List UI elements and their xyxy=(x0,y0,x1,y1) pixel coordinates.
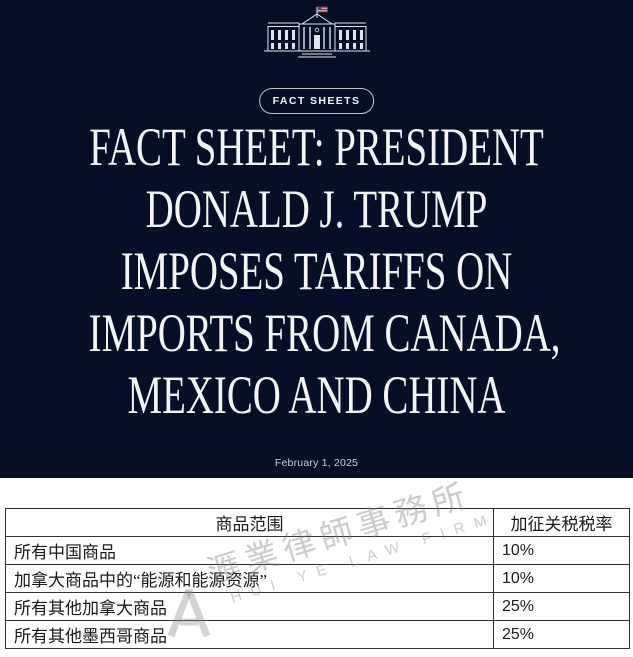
cell-rate: 25% xyxy=(493,592,630,621)
cell-scope: 所有其他墨西哥商品 xyxy=(5,620,494,649)
cell-rate: 10% xyxy=(493,564,630,593)
cell-scope: 加拿大商品中的“能源和能源资源” xyxy=(5,564,494,593)
table-row: 加拿大商品中的“能源和能源资源” 10% xyxy=(5,564,630,593)
us-flag-icon xyxy=(316,6,327,18)
table-header-row: 商品范围 加征关税税率 xyxy=(5,508,630,537)
tariff-table: 商品范围 加征关税税率 所有中国商品 10% 加拿大商品中的“能源和能源资源” … xyxy=(5,508,630,649)
cell-scope: 所有中国商品 xyxy=(5,536,494,565)
cell-rate: 25% xyxy=(493,620,630,649)
title-line: IMPOSES TARIFFS ON xyxy=(120,241,513,301)
col-header-product-scope: 商品范围 xyxy=(5,508,494,537)
col-header-tariff-rate: 加征关税税率 xyxy=(493,508,630,537)
table-row: 所有其他墨西哥商品 25% xyxy=(5,620,630,649)
table-row: 所有其他加拿大商品 25% xyxy=(5,592,630,621)
hero-section: FACT SHEETS FACT SHEET: PRESIDENT DONALD… xyxy=(0,0,633,478)
title-line: DONALD J. TRUMP xyxy=(145,179,488,239)
fact-sheets-badge[interactable]: FACT SHEETS xyxy=(258,88,375,114)
page-title: FACT SHEET: PRESIDENT DONALD J. TRUMP IM… xyxy=(88,116,561,426)
title-line: MEXICO AND CHINA xyxy=(127,365,506,425)
table-row: 所有中国商品 10% xyxy=(5,536,630,565)
title-line: IMPORTS FROM CANADA, xyxy=(88,303,561,363)
publish-date: February 1, 2025 xyxy=(274,457,359,469)
cell-scope: 所有其他加拿大商品 xyxy=(5,592,494,621)
title-line: FACT SHEET: PRESIDENT xyxy=(89,117,544,177)
cell-rate: 10% xyxy=(493,536,630,565)
white-house-icon xyxy=(256,4,378,65)
